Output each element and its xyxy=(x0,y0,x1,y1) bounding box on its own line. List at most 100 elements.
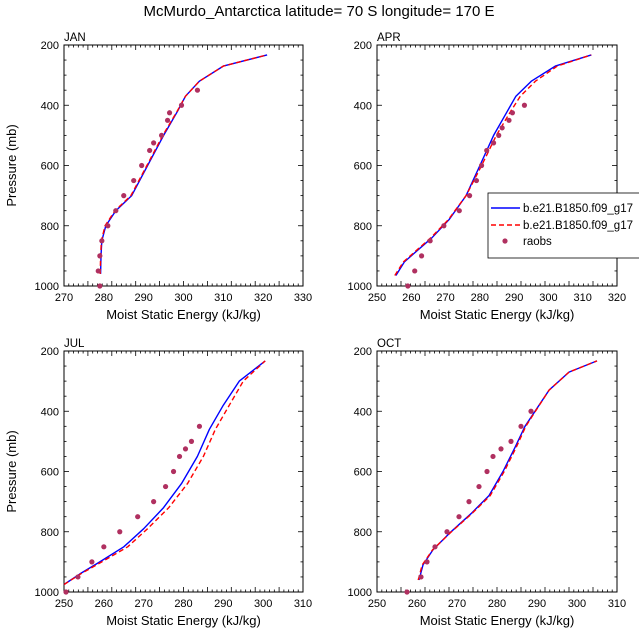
raobs-point xyxy=(131,177,137,184)
raobs-point xyxy=(518,423,524,429)
raobs-point xyxy=(166,110,173,116)
x-tick-label: 270 xyxy=(55,292,73,304)
raobs-point xyxy=(476,483,482,490)
y-tick-label: 1000 xyxy=(348,587,372,599)
raobs-point xyxy=(97,283,103,289)
x-tick-label: 280 xyxy=(95,292,113,304)
x-tick-label: 280 xyxy=(488,598,506,610)
raobs-point xyxy=(508,438,514,444)
x-tick-label: 300 xyxy=(174,292,192,304)
raobs-point xyxy=(404,589,410,595)
raobs-point xyxy=(521,102,528,108)
raobs-point xyxy=(147,147,153,154)
raobs-point xyxy=(151,140,157,146)
x-tick-label: 300 xyxy=(539,292,557,304)
x-axis-label: Moist Static Energy (kJ/kg) xyxy=(420,307,575,322)
y-tick-label: 800 xyxy=(41,221,59,233)
x-tick-label: 310 xyxy=(294,598,312,610)
x-tick-label: 260 xyxy=(408,598,426,610)
legend-swatch-raobs xyxy=(502,238,508,244)
y-axis-label: Pressure (mb) xyxy=(4,124,19,206)
raobs-point xyxy=(444,529,450,535)
x-tick-label: 260 xyxy=(95,598,113,610)
legend-label-raobs: raobs xyxy=(523,236,552,248)
x-tick-label: 290 xyxy=(134,292,152,304)
panels: 270 280 290 300 310 320 330 1000 800 600 400 200 JAN… xyxy=(4,32,626,628)
raobs-point xyxy=(405,283,411,289)
raobs-point xyxy=(484,468,490,475)
panel-title: JUL xyxy=(64,338,85,350)
raobs-point xyxy=(478,162,485,169)
x-tick-label: 300 xyxy=(254,598,272,610)
raobs-point xyxy=(99,238,105,244)
raobs-point xyxy=(490,453,496,460)
legend-label-model1: b.e21.B1850.f09_g17 xyxy=(523,203,633,215)
x-tick-label: 310 xyxy=(574,292,592,304)
x-tick-label: 250 xyxy=(368,598,386,610)
y-tick-label: 200 xyxy=(41,346,59,358)
y-tick-label: 600 xyxy=(41,467,59,479)
raobs-point xyxy=(75,574,81,580)
raobs-point xyxy=(466,499,472,505)
panel-title: OCT xyxy=(377,338,401,350)
raobs-point xyxy=(151,499,157,505)
x-tick-label: 290 xyxy=(528,598,546,610)
raobs-point xyxy=(418,574,424,580)
raobs-point xyxy=(424,559,430,565)
x-tick-label: 280 xyxy=(174,598,192,610)
figure-title: McMurdo_Antarctica latitude= 70 S longit… xyxy=(143,3,494,20)
plot-frame xyxy=(63,44,304,287)
x-tick-label: 260 xyxy=(402,292,420,304)
raobs-point xyxy=(506,117,512,123)
model1-line xyxy=(99,54,268,274)
raobs-point xyxy=(97,253,103,259)
plot-frame xyxy=(376,350,618,593)
y-tick-label: 800 xyxy=(41,527,59,539)
y-tick-label: 600 xyxy=(354,467,372,479)
raobs-point xyxy=(427,238,433,244)
raobs-point xyxy=(121,193,127,199)
y-tick-label: 200 xyxy=(41,40,59,52)
panel-apr: 250 260 270 280 290 300 310 320 1000 800 600 400 200… xyxy=(348,32,627,322)
x-tick-label: 310 xyxy=(214,292,232,304)
model1-line xyxy=(418,360,598,581)
y-tick-label: 200 xyxy=(354,346,372,358)
y-tick-label: 1000 xyxy=(35,281,59,293)
raobs-point xyxy=(490,140,497,146)
raobs-point xyxy=(528,408,534,414)
y-tick-label: 400 xyxy=(41,406,59,418)
panel-title: JAN xyxy=(64,32,86,44)
raobs-point xyxy=(418,253,425,259)
raobs-point xyxy=(499,125,505,131)
model2-line xyxy=(63,360,266,586)
legend-label-model2: b.e21.B1850.f09_g17 xyxy=(523,220,633,232)
raobs-point xyxy=(412,268,418,274)
model2-line xyxy=(394,54,592,276)
y-tick-label: 400 xyxy=(354,100,372,112)
x-tick-label: 250 xyxy=(368,292,386,304)
x-tick-label: 300 xyxy=(568,598,586,610)
raobs-point xyxy=(466,193,473,199)
raobs-point xyxy=(162,483,169,490)
x-tick-label: 250 xyxy=(55,598,73,610)
raobs-point xyxy=(473,177,480,184)
x-tick-label: 310 xyxy=(608,598,626,610)
raobs-point xyxy=(178,102,185,108)
raobs-point xyxy=(456,208,462,214)
x-tick-label: 270 xyxy=(448,598,466,610)
raobs-point xyxy=(170,468,177,475)
panel-jan: 270 280 290 300 310 320 330 1000 800 600 400 200 JAN… xyxy=(4,32,312,322)
x-tick-label: 270 xyxy=(134,598,152,610)
y-tick-label: 800 xyxy=(354,527,372,539)
x-axis-label: Moist Static Energy (kJ/kg) xyxy=(420,613,575,628)
raobs-point xyxy=(89,559,95,565)
raobs-point xyxy=(496,132,502,138)
raobs-point xyxy=(182,446,189,452)
raobs-point xyxy=(113,208,119,214)
x-tick-label: 320 xyxy=(608,292,626,304)
raobs-point xyxy=(196,423,203,429)
model2-line xyxy=(99,54,268,274)
panel-jul: 250 260 270 280 290 300 310 1000 800 600 400 200 JUL… xyxy=(4,338,312,628)
y-tick-label: 600 xyxy=(354,161,372,173)
